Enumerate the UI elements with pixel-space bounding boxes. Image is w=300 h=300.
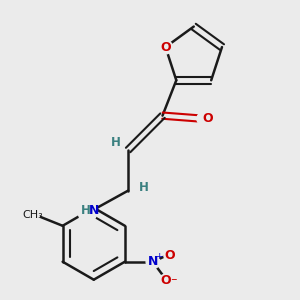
Circle shape xyxy=(159,274,172,287)
Text: N: N xyxy=(148,255,158,268)
Text: O: O xyxy=(165,249,175,262)
Text: O: O xyxy=(160,274,171,287)
Text: H: H xyxy=(111,136,121,149)
Text: O: O xyxy=(202,112,213,125)
Circle shape xyxy=(146,255,160,268)
Text: CH₃: CH₃ xyxy=(22,211,43,220)
Text: +: + xyxy=(155,252,163,261)
Text: ⁻: ⁻ xyxy=(170,277,177,290)
Circle shape xyxy=(197,112,209,125)
Circle shape xyxy=(164,249,176,262)
Text: H: H xyxy=(81,203,91,217)
Text: H: H xyxy=(139,181,149,194)
Text: O: O xyxy=(160,40,171,54)
Circle shape xyxy=(78,203,97,222)
Circle shape xyxy=(159,40,172,54)
Text: N: N xyxy=(89,203,100,217)
Circle shape xyxy=(25,209,39,223)
